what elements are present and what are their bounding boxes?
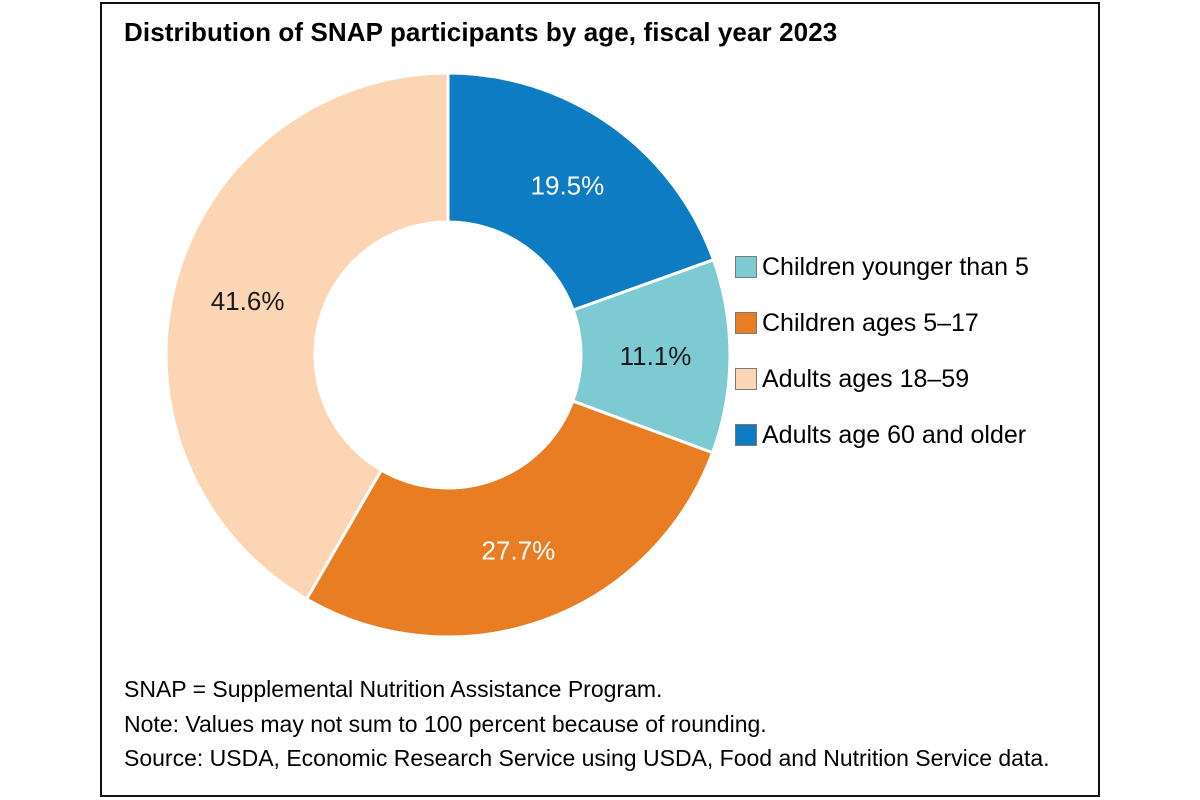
legend-label: Children younger than 5 — [762, 252, 1029, 281]
rounding-note: Note: Values may not sum to 100 percent … — [124, 710, 767, 737]
legend-label: Adults ages 18–59 — [762, 364, 970, 393]
donut-chart: 19.5% 11.1% 27.7% 41.6% — [164, 71, 732, 639]
chart-title: Distribution of SNAP participants by age… — [124, 17, 838, 47]
legend-label: Adults age 60 and older — [762, 420, 1027, 449]
legend-label: Children ages 5–17 — [762, 308, 979, 337]
chart-notes: SNAP = Supplemental Nutrition Assistance… — [124, 672, 1050, 776]
slice-percent-label: 11.1% — [620, 341, 692, 371]
chart-legend: Children younger than 5 Children ages 5–… — [735, 252, 1029, 478]
source-note: Source: USDA, Economic Research Service … — [124, 745, 1050, 772]
chart-card: Distribution of SNAP participants by age… — [100, 2, 1100, 797]
legend-swatch — [735, 312, 757, 334]
legend-item: Adults ages 18–59 — [735, 364, 1029, 393]
slice-percent-label: 19.5% — [531, 170, 605, 200]
slice-percent-label: 41.6% — [211, 286, 285, 316]
legend-item: Children ages 5–17 — [735, 308, 1029, 337]
legend-swatch — [735, 256, 757, 278]
legend-item: Children younger than 5 — [735, 252, 1029, 281]
donut-slice — [164, 71, 450, 602]
legend-swatch — [735, 368, 757, 390]
donut-slice — [570, 257, 732, 455]
snap-definition-note: SNAP = Supplemental Nutrition Assistance… — [124, 676, 663, 702]
slice-percent-label: 27.7% — [482, 535, 556, 565]
donut-slice — [304, 399, 715, 639]
donut-slice — [446, 71, 716, 313]
legend-swatch — [735, 424, 757, 446]
legend-item: Adults age 60 and older — [735, 420, 1029, 449]
